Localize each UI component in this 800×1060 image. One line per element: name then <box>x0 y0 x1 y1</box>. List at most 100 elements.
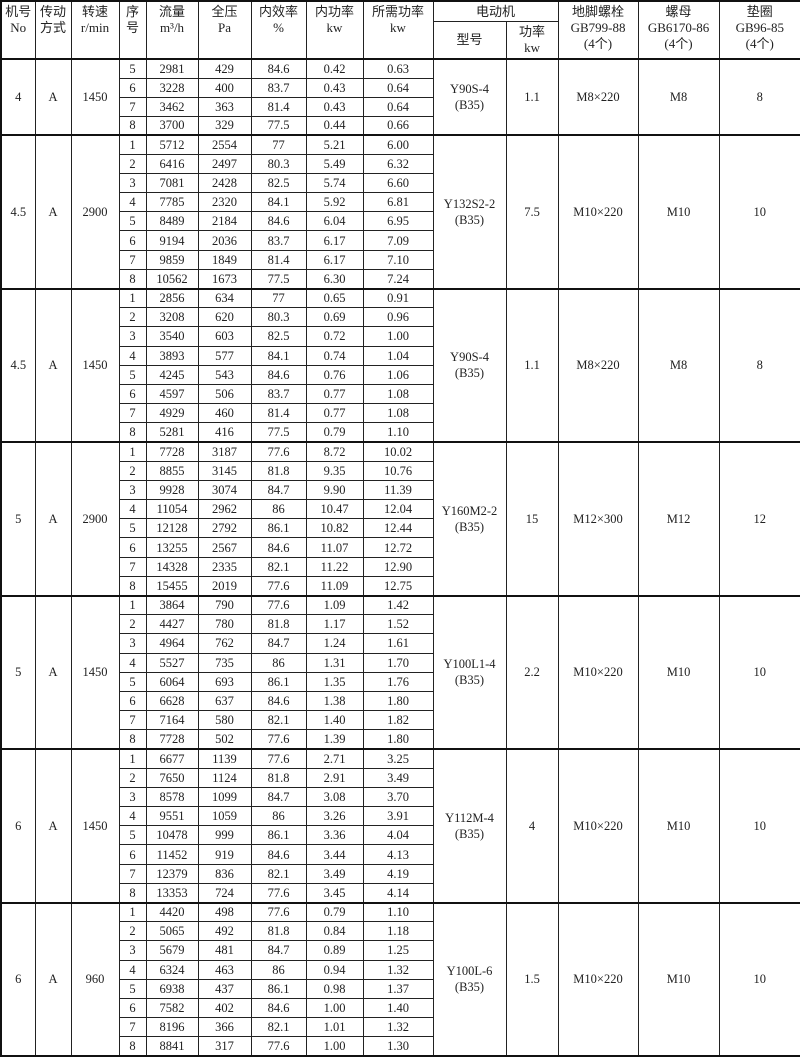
cell-pressure: 2184 <box>197 211 252 232</box>
cell-pressure: 366 <box>197 1017 252 1038</box>
cell-internal-power: 0.74 <box>305 345 364 366</box>
cell-efficiency: 84.6 <box>250 690 307 712</box>
table-row: 8 15455 2019 77.6 11.09 12.75 <box>1 575 800 597</box>
cell-required-power: 3.25 <box>362 747 434 769</box>
cell-required-power: 10.76 <box>362 460 434 481</box>
cell-efficiency: 82.5 <box>250 172 307 194</box>
cell-pressure: 790 <box>197 594 252 616</box>
cell-efficiency: 81.4 <box>250 403 307 424</box>
cell-required-power: 1.70 <box>362 652 434 673</box>
cell-efficiency: 77.6 <box>250 440 307 462</box>
cell-required-power: 1.00 <box>362 326 434 347</box>
cell-seq: 5 <box>118 671 147 692</box>
cell-pressure: 3074 <box>197 479 252 501</box>
cell-flow: 7164 <box>145 710 199 731</box>
cell-nut: M10 <box>637 134 720 289</box>
cell-pressure: 637 <box>197 690 252 712</box>
cell-motor-power: 1.5 <box>505 901 559 1057</box>
cell-speed: 1450 <box>70 58 120 136</box>
cell-seq: 3 <box>118 326 147 347</box>
cell-internal-power: 1.00 <box>305 1036 364 1057</box>
cell-required-power: 1.80 <box>362 690 434 712</box>
cell-pressure: 999 <box>197 825 252 846</box>
cell-seq: 3 <box>118 940 147 961</box>
cell-efficiency: 80.3 <box>250 307 307 328</box>
cell-motor-model: Y132S2-2 (B35) <box>432 134 507 289</box>
cell-pressure: 460 <box>197 403 252 424</box>
header-bolt: 地脚螺栓 GB799-88 (4个) <box>557 0 639 60</box>
cell-internal-power: 1.31 <box>305 652 364 673</box>
cell-seq: 8 <box>118 115 147 136</box>
cell-required-power: 1.52 <box>362 614 434 635</box>
cell-internal-power: 1.38 <box>305 690 364 712</box>
cell-required-power: 1.32 <box>362 1017 434 1038</box>
cell-internal-power: 1.00 <box>305 997 364 1019</box>
cell-required-power: 0.63 <box>362 58 434 79</box>
cell-speed: 1450 <box>70 287 120 443</box>
cell-pressure: 2019 <box>197 575 252 597</box>
cell-bolt: M8×220 <box>557 287 639 443</box>
cell-internal-power: 11.09 <box>305 575 364 597</box>
cell-internal-power: 3.08 <box>305 786 364 808</box>
cell-internal-power: 3.49 <box>305 863 364 884</box>
cell-seq: 7 <box>118 863 147 884</box>
cell-pressure: 402 <box>197 997 252 1019</box>
cell-pressure: 693 <box>197 671 252 692</box>
cell-speed: 2900 <box>70 441 120 596</box>
cell-efficiency: 84.1 <box>250 192 307 213</box>
cell-required-power: 3.49 <box>362 767 434 788</box>
cell-pressure: 580 <box>197 710 252 731</box>
cell-efficiency: 83.7 <box>250 383 307 405</box>
cell-efficiency: 77 <box>250 287 307 309</box>
cell-internal-power: 0.76 <box>305 364 364 385</box>
cell-no: 4.5 <box>0 287 36 443</box>
cell-flow: 8578 <box>145 786 199 808</box>
cell-flow: 6416 <box>145 153 199 174</box>
cell-flow: 6064 <box>145 671 199 692</box>
cell-motor-model: Y112M-4 (B35) <box>432 748 507 903</box>
table-body: 4 A 1450 5 2981 429 84.6 0.42 0.63 Y90S-4 (B35) 1.1… <box>0 58 800 1057</box>
table-row: 6 13255 2567 84.6 11.07 12.72 <box>1 537 800 558</box>
cell-pressure: 437 <box>197 978 252 999</box>
cell-flow: 8841 <box>145 1036 199 1057</box>
cell-required-power: 12.75 <box>362 575 434 597</box>
table-row: 7 7164 580 82.1 1.40 1.82 <box>1 710 800 731</box>
cell-efficiency: 86.1 <box>250 978 307 999</box>
cell-flow: 7728 <box>145 729 199 750</box>
cell-pressure: 2554 <box>197 133 252 155</box>
header-internal-power: 内功率 kw <box>305 0 364 60</box>
cell-flow: 4964 <box>145 633 199 654</box>
cell-internal-power: 1.01 <box>305 1017 364 1038</box>
cell-washer: 10 <box>718 134 800 289</box>
cell-pressure: 543 <box>197 364 252 385</box>
table-row: 7 9859 1849 81.4 6.17 7.10 <box>1 249 800 270</box>
cell-seq: 7 <box>118 249 147 270</box>
cell-motor-model: Y100L-6 (B35) <box>432 901 507 1057</box>
cell-flow: 6938 <box>145 978 199 999</box>
cell-washer: 10 <box>718 594 800 750</box>
cell-internal-power: 1.24 <box>305 633 364 654</box>
table-row: 8 10562 1673 77.5 6.30 7.24 <box>1 268 800 290</box>
cell-flow: 4420 <box>145 901 199 923</box>
cell-internal-power: 0.79 <box>305 901 364 923</box>
table-row: 3 4964 762 84.7 1.24 1.61 <box>1 633 800 654</box>
cell-pressure: 2335 <box>197 556 252 577</box>
cell-internal-power: 0.77 <box>305 403 364 424</box>
cell-pressure: 735 <box>197 652 252 673</box>
cell-internal-power: 10.47 <box>305 499 364 520</box>
cell-flow: 2981 <box>145 58 199 79</box>
table-row: 6 A 960 1 4420 498 77.6 0.79 1.10 Y100L-6 (B35) 1.5… <box>0 901 800 1057</box>
cell-flow: 13255 <box>145 537 199 558</box>
cell-seq: 7 <box>118 556 147 577</box>
cell-seq: 3 <box>118 633 147 654</box>
cell-nut: M10 <box>637 594 720 750</box>
header-required-power: 所需功率 kw <box>362 0 434 60</box>
cell-required-power: 1.37 <box>362 978 434 999</box>
cell-required-power: 12.72 <box>362 537 434 558</box>
cell-flow: 4427 <box>145 614 199 635</box>
cell-flow: 7785 <box>145 192 199 213</box>
cell-required-power: 10.02 <box>362 440 434 462</box>
cell-seq: 8 <box>118 1036 147 1057</box>
table-row: 4 3893 577 84.1 0.74 1.04 <box>1 345 800 366</box>
cell-efficiency: 77.6 <box>250 747 307 769</box>
